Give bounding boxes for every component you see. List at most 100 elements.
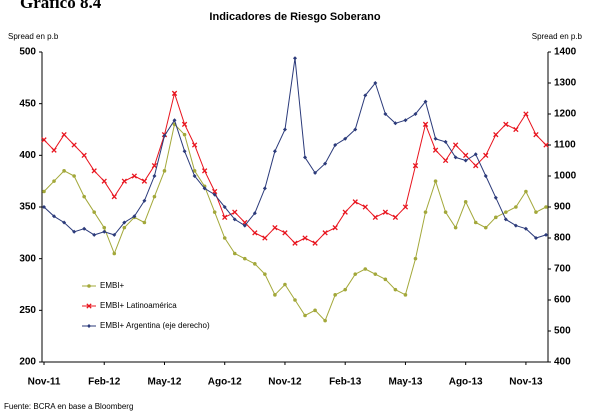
- point: [192, 174, 197, 178]
- point: [463, 200, 468, 204]
- point: [51, 147, 57, 153]
- point: [413, 256, 418, 261]
- point: [252, 230, 258, 236]
- point: [503, 121, 509, 127]
- point: [312, 240, 318, 246]
- point: [383, 112, 388, 116]
- point: [283, 282, 287, 287]
- chart-title: Indicadores de Riesgo Soberano: [209, 11, 380, 23]
- point: [343, 136, 348, 141]
- point: [392, 214, 399, 220]
- point: [373, 272, 378, 276]
- point: [493, 132, 499, 138]
- y-tick-label: 450: [19, 98, 36, 109]
- point: [102, 225, 107, 230]
- point: [513, 223, 518, 228]
- point: [383, 277, 388, 282]
- point: [423, 99, 428, 104]
- point: [293, 298, 297, 302]
- point: [91, 168, 97, 174]
- point: [81, 152, 87, 158]
- x-tick-label: May-12: [148, 377, 182, 388]
- y-axis-label: Spread en p.b: [8, 32, 59, 41]
- point: [493, 195, 498, 200]
- point: [82, 194, 86, 199]
- point: [332, 225, 338, 231]
- y2-axis-label: Spread en p.b: [532, 32, 583, 41]
- point: [544, 205, 548, 209]
- point: [171, 90, 178, 96]
- point: [192, 169, 197, 173]
- point: [182, 149, 187, 154]
- point: [262, 186, 267, 191]
- point: [212, 210, 217, 214]
- x-tick-label: May-13: [388, 377, 422, 388]
- point: [433, 179, 438, 183]
- x-tick-label: Ago-12: [208, 377, 242, 388]
- x-tick-label: Nov-12: [268, 377, 302, 388]
- point: [262, 235, 268, 241]
- point: [181, 121, 188, 127]
- point: [544, 232, 548, 237]
- point: [131, 173, 138, 179]
- point: [523, 111, 529, 117]
- point: [263, 272, 267, 276]
- point: [494, 215, 498, 220]
- point: [442, 157, 449, 164]
- point: [242, 223, 247, 228]
- point: [132, 214, 137, 219]
- point: [443, 139, 448, 144]
- point: [533, 236, 538, 240]
- point: [423, 210, 428, 214]
- point: [252, 211, 257, 216]
- point: [101, 178, 107, 184]
- point: [534, 210, 538, 214]
- y2-tick-label: 1000: [554, 171, 577, 182]
- point: [523, 226, 528, 231]
- y-tick-label: 400: [19, 150, 36, 161]
- point: [162, 169, 167, 173]
- point: [302, 235, 308, 241]
- point: [524, 189, 528, 194]
- y2-tick-label: 1300: [554, 78, 577, 89]
- x-tick-label: Nov-11: [28, 377, 61, 388]
- point: [382, 209, 389, 215]
- series-line: [43, 123, 547, 322]
- point: [483, 225, 488, 230]
- point: [333, 293, 337, 297]
- point: [363, 267, 368, 271]
- series-line: [43, 91, 547, 244]
- point: [453, 155, 458, 160]
- point: [141, 178, 148, 184]
- point: [443, 210, 448, 214]
- point: [232, 209, 238, 215]
- point: [473, 220, 478, 225]
- y2-tick-label: 1200: [554, 109, 577, 120]
- x-tick-label: Ago-13: [449, 377, 483, 388]
- point: [72, 174, 76, 178]
- y-tick-label: 300: [19, 253, 36, 264]
- point: [473, 163, 479, 169]
- point: [243, 256, 247, 261]
- point: [503, 217, 508, 222]
- point: [232, 217, 237, 222]
- point: [92, 232, 97, 237]
- point: [352, 199, 358, 205]
- x-tick-label: Feb-12: [88, 377, 121, 388]
- point: [122, 225, 127, 230]
- y-tick-label: 500: [19, 47, 36, 58]
- point: [362, 204, 368, 210]
- point: [342, 209, 348, 215]
- point: [111, 194, 117, 200]
- point: [222, 205, 227, 209]
- point: [343, 287, 348, 292]
- point: [112, 232, 117, 237]
- point: [412, 163, 419, 169]
- point: [463, 158, 468, 163]
- point: [272, 225, 278, 231]
- point: [393, 121, 398, 126]
- point: [473, 152, 478, 157]
- point: [533, 132, 539, 138]
- point: [212, 188, 218, 195]
- x-tick-label: Feb-13: [329, 377, 362, 388]
